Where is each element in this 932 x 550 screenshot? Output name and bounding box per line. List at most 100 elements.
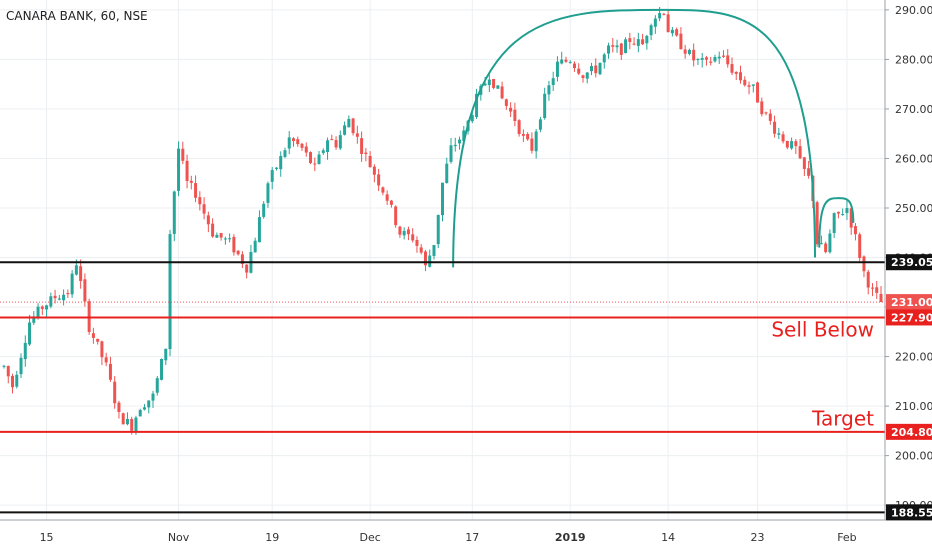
candle — [445, 157, 449, 184]
candle — [411, 228, 415, 243]
candle — [692, 43, 696, 67]
y-tick-label: 200.00 — [895, 450, 932, 463]
y-tick-label: 210.00 — [895, 400, 932, 413]
candle — [309, 151, 313, 165]
candle — [70, 270, 74, 298]
candle — [262, 201, 266, 219]
candle — [172, 190, 176, 242]
candle — [534, 129, 538, 159]
candle — [108, 356, 112, 382]
y-tick-label: 270.00 — [895, 103, 932, 116]
candle — [317, 151, 321, 165]
candle — [151, 390, 155, 408]
candle — [615, 39, 619, 53]
candle — [245, 264, 249, 279]
candle — [360, 131, 364, 162]
candle — [853, 223, 857, 241]
candle — [79, 259, 83, 289]
candle — [15, 370, 19, 389]
candle — [585, 71, 589, 84]
x-tick-label: 15 — [40, 531, 54, 544]
candle — [598, 62, 602, 76]
candle — [555, 56, 559, 82]
price-tag-label: 188.55 — [891, 506, 932, 519]
candle — [670, 26, 674, 37]
candle — [232, 234, 236, 256]
candle — [125, 412, 129, 426]
candle — [368, 151, 372, 168]
candle — [177, 141, 181, 197]
y-tick-label: 260.00 — [895, 152, 932, 165]
candle — [496, 85, 500, 89]
candle — [347, 115, 351, 128]
candle — [819, 235, 823, 245]
candle — [721, 50, 725, 58]
candle — [577, 63, 581, 76]
candle — [287, 131, 291, 155]
candle — [185, 154, 189, 189]
x-tick-label: 14 — [661, 531, 675, 544]
candle — [500, 81, 504, 100]
candle — [802, 156, 806, 176]
y-tick-label: 290.00 — [895, 4, 932, 17]
candle — [675, 27, 679, 37]
annotations: Sell Below Target — [771, 317, 874, 430]
price-tag-label: 231.00 — [891, 296, 932, 309]
candle — [815, 200, 819, 247]
candle — [790, 137, 794, 150]
candle — [423, 249, 427, 272]
candle — [666, 9, 670, 33]
candle — [683, 44, 687, 59]
candle — [849, 207, 853, 235]
candle — [743, 76, 747, 87]
grid — [0, 0, 885, 520]
candle — [832, 212, 836, 238]
candle — [91, 327, 95, 344]
candle — [2, 364, 6, 369]
candle — [402, 227, 406, 240]
candle — [636, 32, 640, 53]
candle — [781, 131, 785, 144]
candle — [696, 58, 700, 65]
rounding-pattern — [452, 8, 855, 268]
candle — [253, 237, 257, 253]
candle — [581, 74, 585, 83]
candle — [28, 314, 32, 346]
candle — [568, 60, 572, 64]
candle — [517, 119, 521, 137]
price-tag-label: 239.05 — [891, 256, 932, 269]
candle — [794, 139, 798, 154]
annotation-label: Sell Below — [771, 317, 874, 341]
candle — [338, 130, 342, 151]
candle — [291, 137, 295, 147]
candle — [283, 147, 287, 159]
candle — [104, 352, 108, 367]
candle — [436, 214, 440, 249]
candle — [807, 160, 811, 179]
x-tick-label: 19 — [265, 531, 279, 544]
candle — [228, 233, 232, 243]
candle — [551, 71, 555, 91]
candle — [726, 49, 730, 68]
candle — [632, 37, 636, 46]
candle — [100, 340, 104, 366]
candle — [547, 80, 551, 101]
candle — [509, 102, 513, 118]
candle — [713, 54, 717, 63]
x-tick-label: Nov — [168, 531, 190, 544]
candle — [121, 412, 125, 425]
candle — [560, 51, 564, 65]
candle — [147, 400, 151, 414]
annotation-label: Target — [811, 406, 874, 430]
candle — [279, 151, 283, 177]
candle — [138, 408, 142, 417]
candle — [824, 241, 828, 254]
candle — [773, 115, 777, 138]
candle — [381, 186, 385, 196]
rounding-top-arc — [452, 8, 817, 268]
candle — [717, 51, 721, 65]
candle — [330, 134, 334, 141]
candle — [406, 226, 410, 241]
